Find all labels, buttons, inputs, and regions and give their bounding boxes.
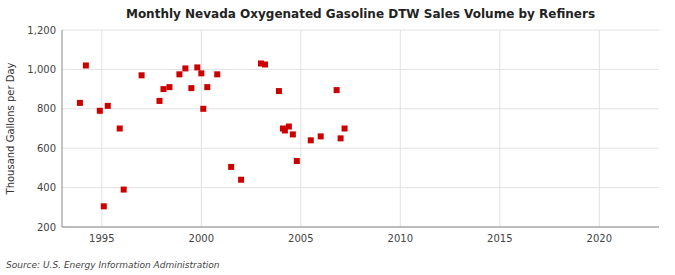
point	[262, 61, 268, 67]
x-tick-label: 2000	[189, 233, 214, 244]
point	[342, 126, 348, 132]
title: Monthly Nevada Oxygenated Gasoline DTW S…	[126, 7, 595, 21]
y-grid-line	[62, 227, 659, 228]
point	[166, 84, 172, 90]
y-axis-line	[62, 30, 63, 227]
x-axis-line	[62, 227, 659, 228]
point	[101, 203, 107, 209]
y-tick-label: 1,200	[27, 25, 56, 36]
x-grid-line	[300, 30, 301, 227]
y-grid-line	[62, 187, 659, 188]
y-tick-label: 600	[37, 143, 56, 154]
grid	[62, 30, 659, 227]
point	[228, 164, 234, 170]
chart: Monthly Nevada Oxygenated Gasoline DTW S…	[0, 0, 675, 275]
points	[77, 60, 348, 209]
point	[334, 87, 340, 93]
point	[117, 126, 123, 132]
source-note: Source: U.S. Energy Information Administ…	[6, 260, 220, 270]
y-axis-label: Thousand Gallons per Day	[5, 62, 16, 195]
y-grid-line	[62, 108, 659, 109]
point	[294, 158, 300, 164]
y-tick-label: 1,000	[27, 64, 56, 75]
point	[77, 100, 83, 106]
point	[276, 88, 282, 94]
x-tick-label: 2015	[487, 233, 512, 244]
point	[338, 135, 344, 141]
point	[318, 133, 324, 139]
point	[200, 106, 206, 112]
x-grid-line	[599, 30, 600, 227]
point	[204, 84, 210, 90]
y-tick-label: 800	[37, 103, 56, 114]
y-grid-line	[62, 148, 659, 149]
point	[286, 124, 292, 130]
point	[290, 131, 296, 137]
x-tick-label: 2005	[288, 233, 313, 244]
y-grid-line	[62, 69, 659, 70]
x-grid-line	[400, 30, 401, 227]
x-grid-line	[201, 30, 202, 227]
point	[194, 64, 200, 70]
point	[157, 98, 163, 104]
point	[182, 65, 188, 71]
point	[139, 72, 145, 78]
point	[308, 137, 314, 143]
y-grid-line	[62, 30, 659, 31]
point	[121, 187, 127, 193]
x-grid-line	[101, 30, 102, 227]
x-tick-label: 2020	[587, 233, 612, 244]
point	[97, 108, 103, 114]
point	[83, 62, 89, 68]
point	[160, 86, 166, 92]
x-grid-line	[499, 30, 500, 227]
point	[214, 71, 220, 77]
x-tick-label: 1995	[89, 233, 114, 244]
point	[238, 177, 244, 183]
point	[176, 71, 182, 77]
point	[188, 85, 194, 91]
point	[198, 70, 204, 76]
x-tick-label: 2010	[388, 233, 413, 244]
point	[105, 103, 111, 109]
y-tick-label: 200	[37, 222, 56, 233]
y-tick-label: 400	[37, 182, 56, 193]
